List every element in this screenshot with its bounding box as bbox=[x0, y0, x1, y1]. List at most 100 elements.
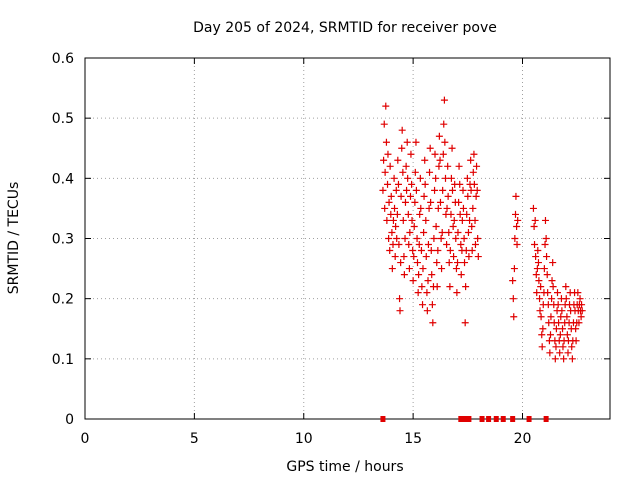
data-point bbox=[560, 355, 568, 363]
x-tick-labels: 0 5 10 15 20 bbox=[81, 431, 532, 447]
data-point bbox=[444, 162, 452, 170]
data-point bbox=[397, 259, 405, 267]
data-point bbox=[433, 283, 441, 291]
data-point bbox=[511, 235, 519, 242]
data-point bbox=[426, 144, 434, 152]
data-point bbox=[422, 216, 430, 224]
data-point bbox=[462, 247, 470, 255]
data-point bbox=[400, 271, 408, 279]
data-point bbox=[474, 253, 482, 261]
data-point bbox=[446, 283, 454, 291]
data-point bbox=[417, 247, 425, 255]
data-point bbox=[409, 247, 417, 255]
data-point bbox=[421, 180, 429, 188]
data-point bbox=[543, 271, 551, 279]
data-point bbox=[461, 259, 469, 267]
data-point bbox=[538, 331, 546, 339]
data-point bbox=[412, 186, 420, 194]
data-point bbox=[385, 198, 393, 206]
data-point bbox=[456, 180, 464, 188]
data-point bbox=[577, 313, 585, 321]
data-point bbox=[549, 259, 557, 267]
x-tick-label: 0 bbox=[81, 431, 90, 447]
data-point bbox=[438, 265, 446, 273]
x-tick-label: 20 bbox=[514, 431, 532, 447]
data-point bbox=[440, 120, 448, 128]
y-tick-label: 0.2 bbox=[52, 292, 74, 308]
data-point bbox=[533, 289, 541, 297]
zero-marker bbox=[543, 416, 549, 422]
data-point bbox=[393, 235, 401, 242]
data-point bbox=[449, 186, 456, 194]
y-axis-label: SRMTID / TECUs bbox=[6, 182, 22, 295]
data-point bbox=[529, 204, 537, 212]
data-point bbox=[552, 343, 560, 351]
data-point bbox=[462, 283, 470, 291]
data-point bbox=[433, 259, 441, 267]
data-point bbox=[568, 343, 576, 351]
data-point bbox=[447, 210, 455, 218]
data-point bbox=[541, 241, 549, 249]
data-point bbox=[410, 222, 418, 230]
data-points bbox=[379, 96, 586, 363]
data-point bbox=[469, 204, 477, 212]
data-point bbox=[445, 228, 453, 236]
data-point bbox=[428, 301, 436, 309]
data-point bbox=[450, 216, 458, 224]
data-point bbox=[423, 307, 431, 315]
data-point bbox=[395, 241, 403, 249]
data-point bbox=[399, 216, 407, 224]
data-point bbox=[455, 162, 463, 170]
data-point bbox=[547, 331, 554, 339]
data-point bbox=[414, 289, 422, 297]
data-point bbox=[423, 289, 431, 297]
data-point bbox=[452, 235, 460, 242]
data-point bbox=[405, 265, 413, 273]
data-point bbox=[537, 283, 545, 291]
y-tick-labels: 0 0.1 0.2 0.3 0.4 0.5 0.6 bbox=[52, 51, 74, 428]
data-point bbox=[556, 331, 564, 339]
data-point bbox=[473, 162, 481, 170]
data-point bbox=[459, 204, 467, 212]
data-point bbox=[557, 313, 565, 321]
data-point bbox=[440, 96, 448, 104]
data-point bbox=[419, 301, 427, 309]
data-point bbox=[468, 222, 476, 230]
data-point bbox=[445, 259, 453, 267]
data-point bbox=[404, 210, 412, 218]
data-point bbox=[555, 319, 563, 327]
data-point bbox=[436, 198, 444, 206]
data-point bbox=[427, 198, 435, 206]
data-point bbox=[388, 228, 396, 236]
y-tick-label: 0.6 bbox=[52, 51, 74, 67]
data-point bbox=[422, 253, 430, 261]
data-point bbox=[537, 313, 545, 321]
data-point bbox=[431, 186, 439, 194]
data-point bbox=[386, 162, 394, 170]
data-point bbox=[398, 144, 406, 152]
zero-marker bbox=[380, 416, 386, 422]
data-point bbox=[510, 313, 518, 321]
data-point bbox=[546, 349, 554, 357]
data-point bbox=[446, 247, 454, 255]
x-tick-label: 10 bbox=[295, 431, 313, 447]
data-point bbox=[399, 168, 407, 176]
data-point bbox=[574, 289, 582, 297]
data-point bbox=[427, 247, 435, 255]
data-point bbox=[465, 253, 473, 261]
data-point bbox=[400, 253, 408, 261]
zero-marker bbox=[486, 416, 492, 422]
data-point bbox=[385, 235, 393, 242]
data-point bbox=[467, 156, 475, 164]
data-point bbox=[509, 277, 517, 285]
data-point bbox=[554, 289, 561, 297]
data-point bbox=[448, 144, 456, 152]
data-point bbox=[442, 174, 449, 182]
data-point bbox=[531, 241, 539, 249]
data-point bbox=[544, 289, 552, 297]
x-tick-label: 5 bbox=[190, 431, 199, 447]
data-point bbox=[407, 192, 414, 200]
data-point bbox=[424, 277, 432, 285]
